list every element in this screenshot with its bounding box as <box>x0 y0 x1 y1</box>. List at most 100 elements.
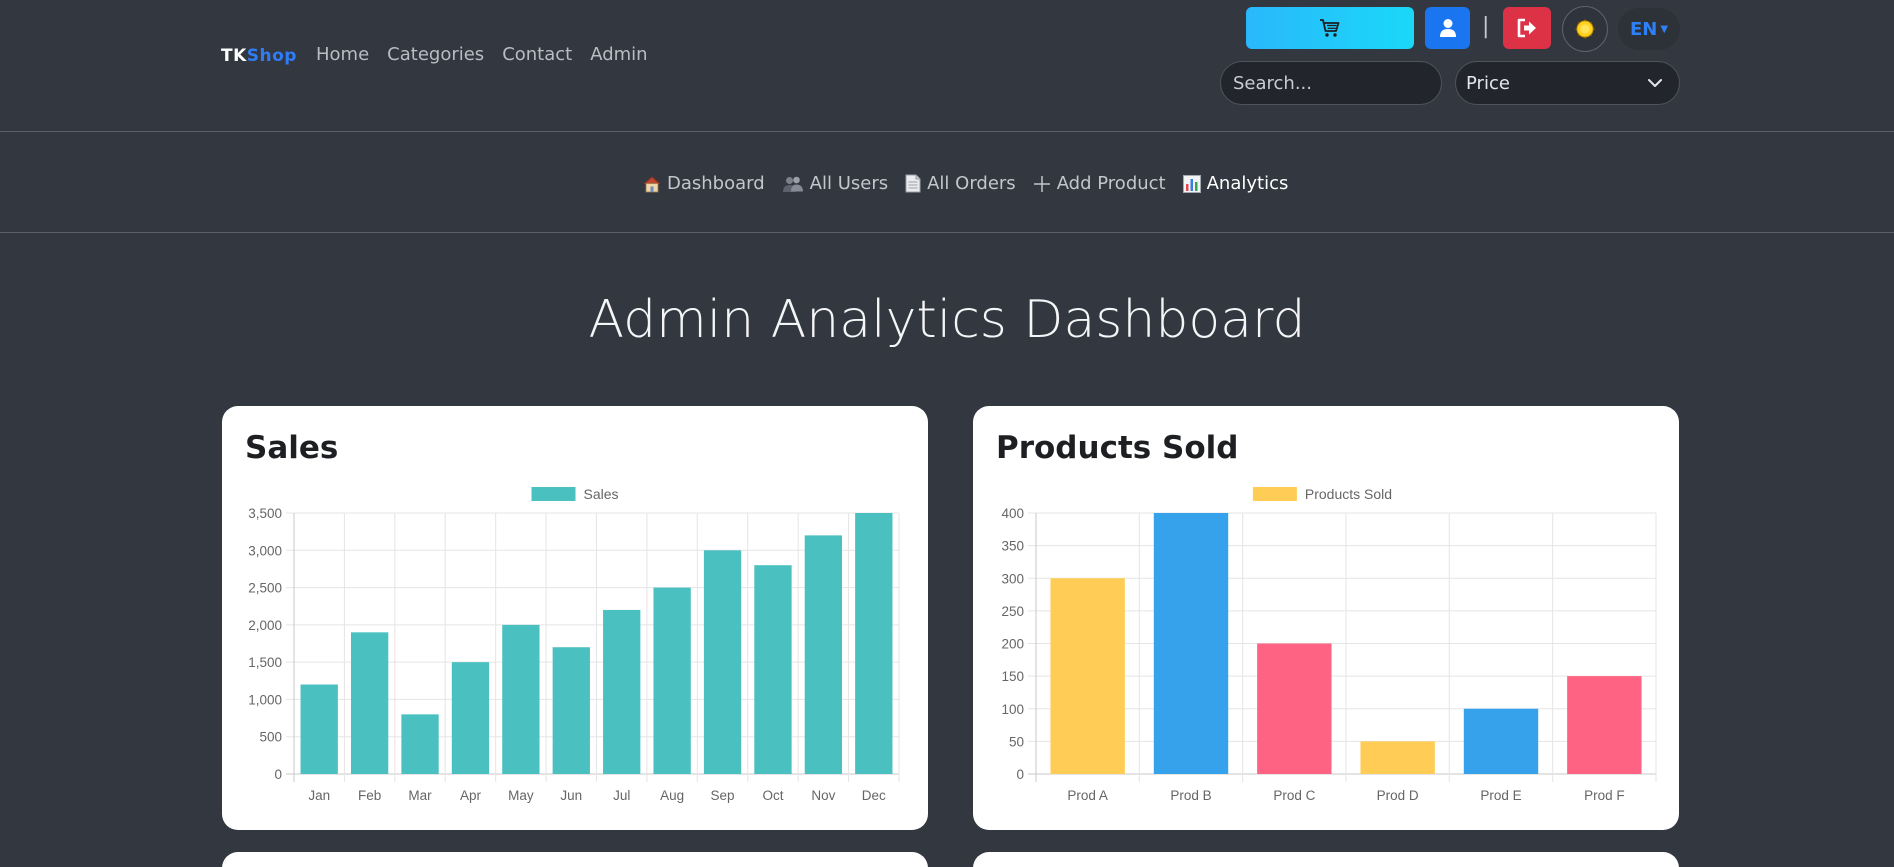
bar <box>552 647 590 774</box>
sun-icon <box>1575 19 1595 39</box>
logout-button[interactable] <box>1503 7 1551 49</box>
subnav-add-product-label: Add Product <box>1056 173 1166 194</box>
bar <box>855 513 893 774</box>
bar <box>1463 708 1539 774</box>
language-label: EN <box>1629 18 1658 40</box>
x-tick-label: Prod A <box>1067 788 1108 803</box>
sales-card-title: Sales <box>245 430 339 466</box>
x-tick-label: Mar <box>408 788 432 803</box>
user-profile-button[interactable] <box>1425 7 1470 49</box>
bar <box>804 535 843 774</box>
y-tick-label: 250 <box>1001 604 1024 619</box>
cart-icon <box>1320 19 1340 37</box>
bar <box>300 684 338 774</box>
page-title: Admin Analytics Dashboard <box>588 290 1306 350</box>
y-tick-label: 300 <box>1001 571 1024 586</box>
cart-button[interactable] <box>1246 7 1414 49</box>
legend-label: Products Sold <box>1305 486 1392 502</box>
x-tick-label: Jun <box>560 788 582 803</box>
x-tick-label: Aug <box>660 788 684 803</box>
navbar: TKShop Home Categories Contact Admin | <box>0 0 1894 132</box>
x-tick-label: Apr <box>460 788 482 803</box>
nav-link-categories[interactable]: Categories <box>387 44 485 65</box>
y-tick-label: 500 <box>259 730 282 745</box>
admin-subnav: Dashboard All Users All Orders <box>0 133 1894 233</box>
bar <box>502 624 540 774</box>
y-tick-label: 0 <box>274 767 282 782</box>
toolbar-separator: | <box>1482 14 1490 39</box>
price-select-value: Price <box>1466 72 1510 94</box>
y-tick-label: 150 <box>1001 669 1024 684</box>
brand-tk: TK <box>221 46 247 66</box>
x-tick-label: Prod B <box>1170 788 1211 803</box>
y-tick-label: 200 <box>1001 637 1024 652</box>
sales-bar-chart: Sales 0 500 1,000 1,500 2,000 2,500 3,000 3,500 J… <box>248 486 900 803</box>
bar <box>603 609 641 774</box>
brand-logo[interactable]: TKShop <box>221 46 297 66</box>
x-tick-label: Prod C <box>1273 788 1315 803</box>
x-tick-label: Dec <box>862 788 886 803</box>
bar <box>653 587 691 774</box>
bar <box>1567 676 1642 774</box>
legend-swatch <box>1252 487 1297 501</box>
subnav-all-orders[interactable]: All Orders <box>905 173 1016 194</box>
y-tick-label: 1,500 <box>248 655 282 670</box>
price-sort-select[interactable]: Price <box>1455 61 1680 105</box>
nav-links: Home Categories Contact Admin <box>316 44 648 65</box>
users-icon <box>782 176 803 192</box>
bar <box>350 632 389 774</box>
x-tick-label: Jan <box>308 788 330 803</box>
document-icon <box>905 174 921 193</box>
y-tick-label: 1,000 <box>248 692 282 707</box>
products-sold-bar-chart: Products Sold 0 50 100 150 200 250 300 350 400 Pro… <box>1001 486 1657 803</box>
subnav-all-users-label: All Users <box>809 173 889 194</box>
search-input[interactable] <box>1220 61 1442 105</box>
subnav-all-orders-label: All Orders <box>927 173 1016 194</box>
house-icon <box>643 175 661 192</box>
x-tick-label: Prod E <box>1480 788 1521 803</box>
legend-swatch <box>531 487 576 501</box>
x-tick-label: Sep <box>711 788 735 803</box>
subnav-analytics[interactable]: Analytics <box>1182 173 1289 194</box>
y-tick-label: 3,500 <box>248 506 282 521</box>
x-tick-label: Nov <box>811 788 835 803</box>
bar <box>1257 643 1332 774</box>
y-tick-label: 100 <box>1001 702 1024 717</box>
bar <box>451 662 490 774</box>
y-tick-label: 400 <box>1001 506 1024 521</box>
chart-card-4 <box>973 852 1679 867</box>
legend-label: Sales <box>584 486 619 502</box>
bar <box>1360 741 1435 774</box>
products-sold-chart-card: Products Sold Products Sold 0 50 100 150 200 2… <box>973 406 1679 830</box>
subnav-analytics-label: Analytics <box>1206 173 1289 194</box>
y-tick-label: 3,000 <box>248 543 282 558</box>
sales-chart-card: Sales Sales 0 500 1,000 1,500 2,000 2,500 3,000… <box>222 406 928 830</box>
y-tick-label: 2,000 <box>248 618 282 633</box>
chart-card-3 <box>222 852 928 867</box>
x-tick-label: Prod D <box>1377 788 1419 803</box>
bar <box>401 714 439 774</box>
subnav-dashboard-label: Dashboard <box>667 173 765 194</box>
y-tick-label: 50 <box>1009 734 1024 749</box>
nav-link-admin[interactable]: Admin <box>590 44 648 65</box>
y-tick-label: 0 <box>1016 767 1024 782</box>
nav-link-contact[interactable]: Contact <box>502 44 573 65</box>
subnav-dashboard[interactable]: Dashboard <box>643 173 765 194</box>
bar-chart-icon <box>1182 174 1201 193</box>
theme-toggle-button[interactable] <box>1562 6 1608 52</box>
subnav-add-product[interactable]: Add Product <box>1033 173 1166 194</box>
bar <box>754 565 792 774</box>
y-tick-label: 350 <box>1001 539 1024 554</box>
nav-link-home[interactable]: Home <box>316 44 370 65</box>
user-icon <box>1439 19 1456 37</box>
language-dropdown[interactable]: EN ▼ <box>1618 8 1680 50</box>
subnav-all-users[interactable]: All Users <box>782 173 888 194</box>
x-tick-label: Jul <box>613 788 630 803</box>
brand-shop: Shop <box>246 46 297 66</box>
chevron-down-icon <box>1648 79 1662 87</box>
x-tick-label: Feb <box>358 788 381 803</box>
caret-down-icon: ▼ <box>1660 23 1669 35</box>
y-tick-label: 2,500 <box>248 581 282 596</box>
bar <box>703 550 742 774</box>
admin-subnav-items: Dashboard All Users All Orders <box>643 173 1288 194</box>
